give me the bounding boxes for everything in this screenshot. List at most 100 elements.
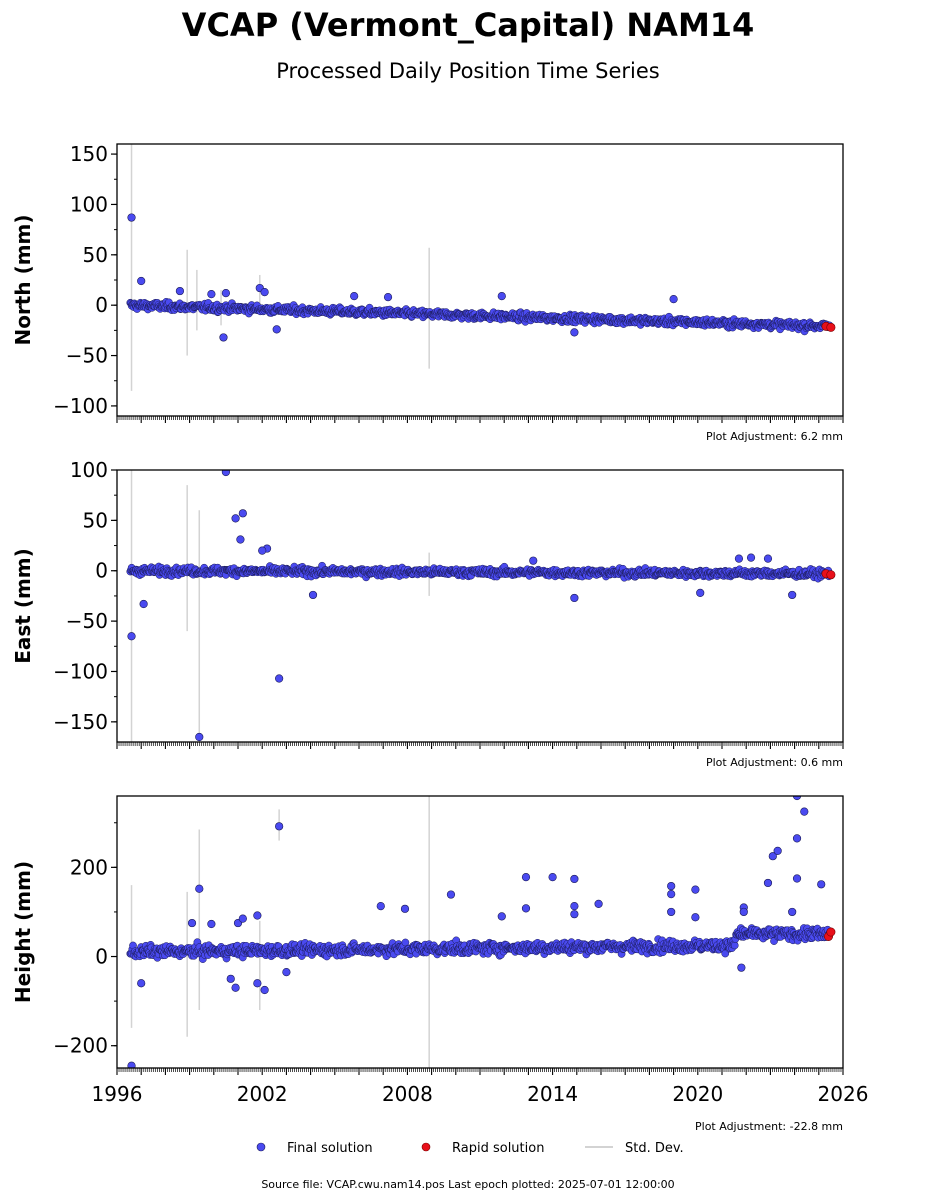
- y-tick-label: −100: [53, 659, 108, 683]
- final-solution-outlier: [737, 963, 746, 972]
- final-solution-outlier: [570, 874, 579, 884]
- rapid-solution-point: [826, 322, 836, 332]
- final-solution-cloud: [126, 297, 834, 336]
- final-solution-outlier: [548, 873, 557, 882]
- final-solution-outlier: [236, 535, 245, 544]
- final-solution-outlier: [238, 914, 247, 923]
- final-solution-outlier: [497, 292, 506, 301]
- final-solution-outlier: [734, 554, 744, 563]
- final-solution-outlier: [137, 276, 146, 286]
- y-tick-label: 100: [70, 192, 108, 216]
- final-solution-outlier: [746, 553, 756, 562]
- final-solution-outlier: [127, 1061, 136, 1068]
- panel-frame: [116, 143, 844, 417]
- final-solution-outlier: [272, 325, 281, 334]
- plot-area: [126, 796, 836, 1068]
- figure-title: VCAP (Vermont_Capital) NAM14: [182, 6, 755, 44]
- y-tick-label: −150: [53, 710, 108, 734]
- final-solution-outlier: [570, 902, 579, 911]
- final-solution-outlier: [175, 286, 185, 296]
- final-solution-outlier: [691, 913, 700, 922]
- y-tick-label: −200: [53, 1034, 108, 1058]
- final-solution-outlier: [260, 287, 269, 297]
- y-axis-label: Height (mm): [11, 861, 35, 1003]
- y-axis-label: East (mm): [11, 548, 35, 664]
- legend-final-marker: [256, 1142, 266, 1152]
- panel-frame: [116, 469, 844, 743]
- final-solution-outlier: [667, 907, 676, 917]
- final-solution-outlier: [497, 912, 506, 921]
- final-solution-outlier: [127, 632, 136, 641]
- final-solution-outlier: [195, 884, 204, 893]
- panels: −100 −50 0 50 100 150 North (mm) Plot Adjustmen…: [11, 142, 868, 1133]
- y-tick-label: −50: [66, 609, 108, 633]
- x-tick-label: 2020: [672, 1082, 723, 1106]
- final-solution-outlier: [275, 674, 284, 683]
- final-solution-outlier: [258, 546, 267, 555]
- final-solution-outlier: [570, 910, 579, 919]
- legend-stddev-label: Std. Dev.: [625, 1141, 684, 1156]
- plot-adjustment-note: Plot Adjustment: 0.6 mm: [706, 756, 843, 769]
- y-tick-label: −100: [53, 394, 108, 418]
- final-solution-outlier: [376, 902, 385, 911]
- x-tick-label: 1996: [92, 1082, 143, 1106]
- final-solution-outlier: [570, 593, 579, 603]
- final-solution-outlier: [788, 907, 797, 917]
- final-solution-outlier: [594, 899, 603, 909]
- final-solution-outlier: [773, 846, 782, 855]
- final-solution-outlier: [275, 822, 284, 831]
- final-solution-outlier: [231, 514, 240, 523]
- final-solution-outlier: [792, 834, 802, 843]
- plot-adjustment-note: Plot Adjustment: 6.2 mm: [706, 430, 843, 443]
- rapid-solution-point: [826, 570, 836, 580]
- final-solution-outlier: [667, 889, 676, 899]
- final-solution-outlier: [521, 873, 531, 882]
- legend-rapid-marker: [421, 1142, 431, 1152]
- final-solution-outlier: [260, 985, 269, 995]
- y-tick-label: 0: [95, 559, 108, 583]
- y-tick-label: 50: [83, 243, 108, 267]
- plot-adjustment-note: Plot Adjustment: -22.8 mm: [695, 1120, 843, 1133]
- final-solution-outlier: [739, 907, 748, 917]
- final-solution-outlier: [207, 919, 216, 929]
- final-solution-outlier: [383, 293, 393, 302]
- final-solution-outlier: [253, 979, 262, 988]
- x-tick-label: 2008: [382, 1082, 433, 1106]
- final-solution-outlier: [195, 732, 204, 742]
- y-tick-label: 200: [70, 855, 108, 879]
- plot-area: [126, 144, 836, 391]
- final-solution-outlier: [570, 328, 579, 337]
- final-solution-outlier: [763, 554, 773, 563]
- plot-area: [126, 470, 836, 742]
- final-solution-outlier: [127, 213, 136, 222]
- final-solution-outlier: [696, 588, 705, 598]
- final-solution-outlier: [253, 911, 262, 920]
- y-tick-label: 0: [95, 945, 108, 969]
- final-solution-outlier: [139, 599, 148, 609]
- panel-1: −100 −50 0 50 100 150 North (mm) Plot Adjustmen…: [11, 142, 844, 443]
- x-tick-label: 2014: [527, 1082, 578, 1106]
- final-solution-outlier: [221, 470, 230, 477]
- legend-final-label: Final solution: [287, 1141, 373, 1156]
- final-solution-outlier: [817, 880, 826, 889]
- final-solution-outlier: [226, 974, 235, 983]
- x-tick-label: 2002: [237, 1082, 288, 1106]
- final-solution-outlier: [187, 918, 197, 928]
- final-solution-outlier: [446, 890, 456, 899]
- final-solution-outlier: [763, 878, 773, 888]
- final-solution-outlier: [400, 904, 410, 913]
- panel-3: −200 0 200 1996 2002 2008 2014 2020 2026 Height (…: [11, 795, 868, 1133]
- final-solution-outlier: [792, 874, 802, 883]
- final-solution-outlier: [238, 509, 247, 518]
- source-footer: Source file: VCAP.cwu.nam14.pos Last epo…: [261, 1178, 674, 1191]
- final-solution-outlier: [529, 556, 538, 565]
- final-solution-point: [730, 941, 739, 950]
- final-solution-cloud: [126, 561, 834, 583]
- legend-rapid-label: Rapid solution: [452, 1141, 544, 1156]
- y-axis-label: North (mm): [11, 214, 35, 345]
- y-tick-label: 100: [70, 458, 108, 482]
- y-tick-label: −50: [66, 344, 108, 368]
- final-solution-outlier: [231, 983, 240, 992]
- final-solution-outlier: [221, 288, 230, 298]
